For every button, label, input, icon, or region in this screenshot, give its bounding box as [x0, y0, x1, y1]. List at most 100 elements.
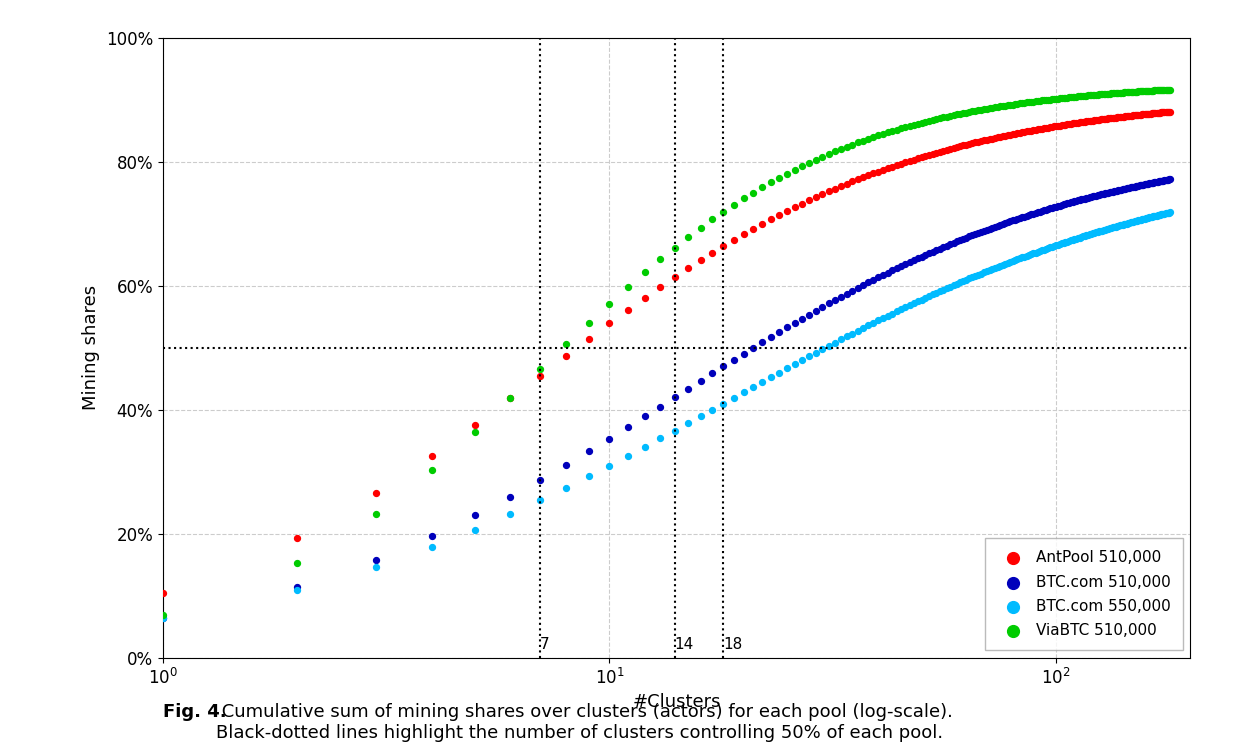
- ViaBTC 510,000: [1139, 85, 1159, 97]
- BTC.com 550,000: [1015, 250, 1035, 262]
- BTC.com 550,000: [1159, 206, 1179, 218]
- AntPool 510,000: [743, 223, 763, 235]
- ViaBTC 510,000: [1095, 88, 1115, 100]
- BTC.com 550,000: [1044, 240, 1064, 252]
- BTC.com 510,000: [1040, 203, 1060, 215]
- ViaBTC 510,000: [1119, 86, 1139, 98]
- BTC.com 510,000: [1036, 203, 1056, 215]
- BTC.com 550,000: [969, 268, 989, 280]
- BTC.com 510,000: [1061, 197, 1081, 209]
- BTC.com 510,000: [1139, 177, 1159, 189]
- BTC.com 550,000: [1048, 239, 1068, 251]
- AntPool 510,000: [1139, 107, 1159, 119]
- ViaBTC 510,000: [812, 150, 832, 163]
- BTC.com 550,000: [980, 264, 1000, 276]
- ViaBTC 510,000: [1076, 90, 1096, 102]
- AntPool 510,000: [1080, 115, 1100, 127]
- AntPool 510,000: [1040, 121, 1060, 133]
- ViaBTC 510,000: [1131, 85, 1152, 98]
- BTC.com 510,000: [1037, 203, 1058, 215]
- BTC.com 550,000: [1070, 231, 1090, 243]
- ViaBTC 510,000: [887, 123, 907, 135]
- AntPool 510,000: [1152, 107, 1172, 119]
- BTC.com 510,000: [1109, 184, 1129, 197]
- AntPool 510,000: [933, 144, 954, 156]
- AntPool 510,000: [1031, 122, 1051, 135]
- BTC.com 550,000: [664, 425, 684, 437]
- BTC.com 510,000: [818, 297, 838, 309]
- BTC.com 550,000: [824, 336, 845, 349]
- BTC.com 550,000: [1025, 246, 1045, 259]
- AntPool 510,000: [960, 138, 980, 150]
- ViaBTC 510,000: [995, 100, 1015, 112]
- BTC.com 510,000: [1064, 195, 1084, 207]
- AntPool 510,000: [818, 185, 838, 197]
- ViaBTC 510,000: [1103, 87, 1123, 99]
- BTC.com 510,000: [777, 321, 797, 333]
- BTC.com 550,000: [1024, 247, 1044, 259]
- ViaBTC 510,000: [858, 133, 878, 145]
- BTC.com 550,000: [724, 392, 744, 404]
- AntPool 510,000: [882, 160, 902, 172]
- ViaBTC 510,000: [818, 148, 838, 160]
- AntPool 510,000: [911, 151, 931, 163]
- BTC.com 510,000: [153, 612, 173, 624]
- BTC.com 550,000: [777, 362, 797, 374]
- AntPool 510,000: [1030, 123, 1050, 135]
- ViaBTC 510,000: [1159, 84, 1179, 96]
- BTC.com 550,000: [1144, 210, 1164, 222]
- AntPool 510,000: [1016, 125, 1036, 138]
- BTC.com 550,000: [992, 259, 1012, 271]
- BTC.com 550,000: [954, 275, 974, 287]
- BTC.com 510,000: [366, 554, 386, 566]
- BTC.com 550,000: [792, 354, 812, 366]
- AntPool 510,000: [980, 133, 1000, 145]
- BTC.com 510,000: [1015, 210, 1035, 222]
- BTC.com 550,000: [1138, 212, 1158, 224]
- AntPool 510,000: [903, 153, 923, 166]
- ViaBTC 510,000: [1118, 86, 1138, 98]
- BTC.com 550,000: [1160, 206, 1180, 218]
- BTC.com 550,000: [1061, 234, 1081, 246]
- ViaBTC 510,000: [1153, 84, 1173, 96]
- ViaBTC 510,000: [1016, 97, 1036, 109]
- BTC.com 550,000: [940, 280, 960, 293]
- BTC.com 550,000: [1145, 210, 1165, 222]
- BTC.com 510,000: [650, 401, 670, 413]
- AntPool 510,000: [806, 191, 826, 203]
- ViaBTC 510,000: [635, 266, 655, 278]
- AntPool 510,000: [1099, 113, 1119, 125]
- BTC.com 510,000: [1025, 207, 1045, 219]
- AntPool 510,000: [1111, 111, 1131, 123]
- BTC.com 550,000: [920, 290, 940, 302]
- BTC.com 510,000: [944, 237, 964, 249]
- BTC.com 510,000: [1094, 187, 1114, 200]
- ViaBTC 510,000: [1061, 91, 1081, 104]
- AntPool 510,000: [1138, 108, 1158, 120]
- AntPool 510,000: [153, 587, 173, 599]
- BTC.com 510,000: [784, 317, 804, 329]
- BTC.com 510,000: [1113, 183, 1133, 195]
- AntPool 510,000: [950, 140, 970, 152]
- BTC.com 550,000: [1012, 252, 1032, 264]
- BTC.com 550,000: [500, 508, 520, 520]
- AntPool 510,000: [969, 135, 989, 147]
- AntPool 510,000: [599, 318, 619, 330]
- AntPool 510,000: [954, 139, 974, 151]
- BTC.com 510,000: [465, 510, 485, 522]
- ViaBTC 510,000: [1086, 88, 1106, 101]
- BTC.com 510,000: [837, 287, 857, 299]
- BTC.com 510,000: [1046, 200, 1066, 212]
- BTC.com 550,000: [1133, 213, 1153, 225]
- ViaBTC 510,000: [992, 100, 1012, 112]
- ViaBTC 510,000: [1007, 98, 1027, 110]
- BTC.com 510,000: [997, 216, 1017, 228]
- AntPool 510,000: [1046, 120, 1066, 132]
- BTC.com 550,000: [1040, 241, 1060, 253]
- AntPool 510,000: [920, 149, 940, 161]
- BTC.com 550,000: [1115, 218, 1135, 230]
- BTC.com 550,000: [971, 268, 991, 280]
- BTC.com 550,000: [842, 327, 862, 339]
- ViaBTC 510,000: [806, 153, 826, 166]
- AntPool 510,000: [1021, 125, 1041, 137]
